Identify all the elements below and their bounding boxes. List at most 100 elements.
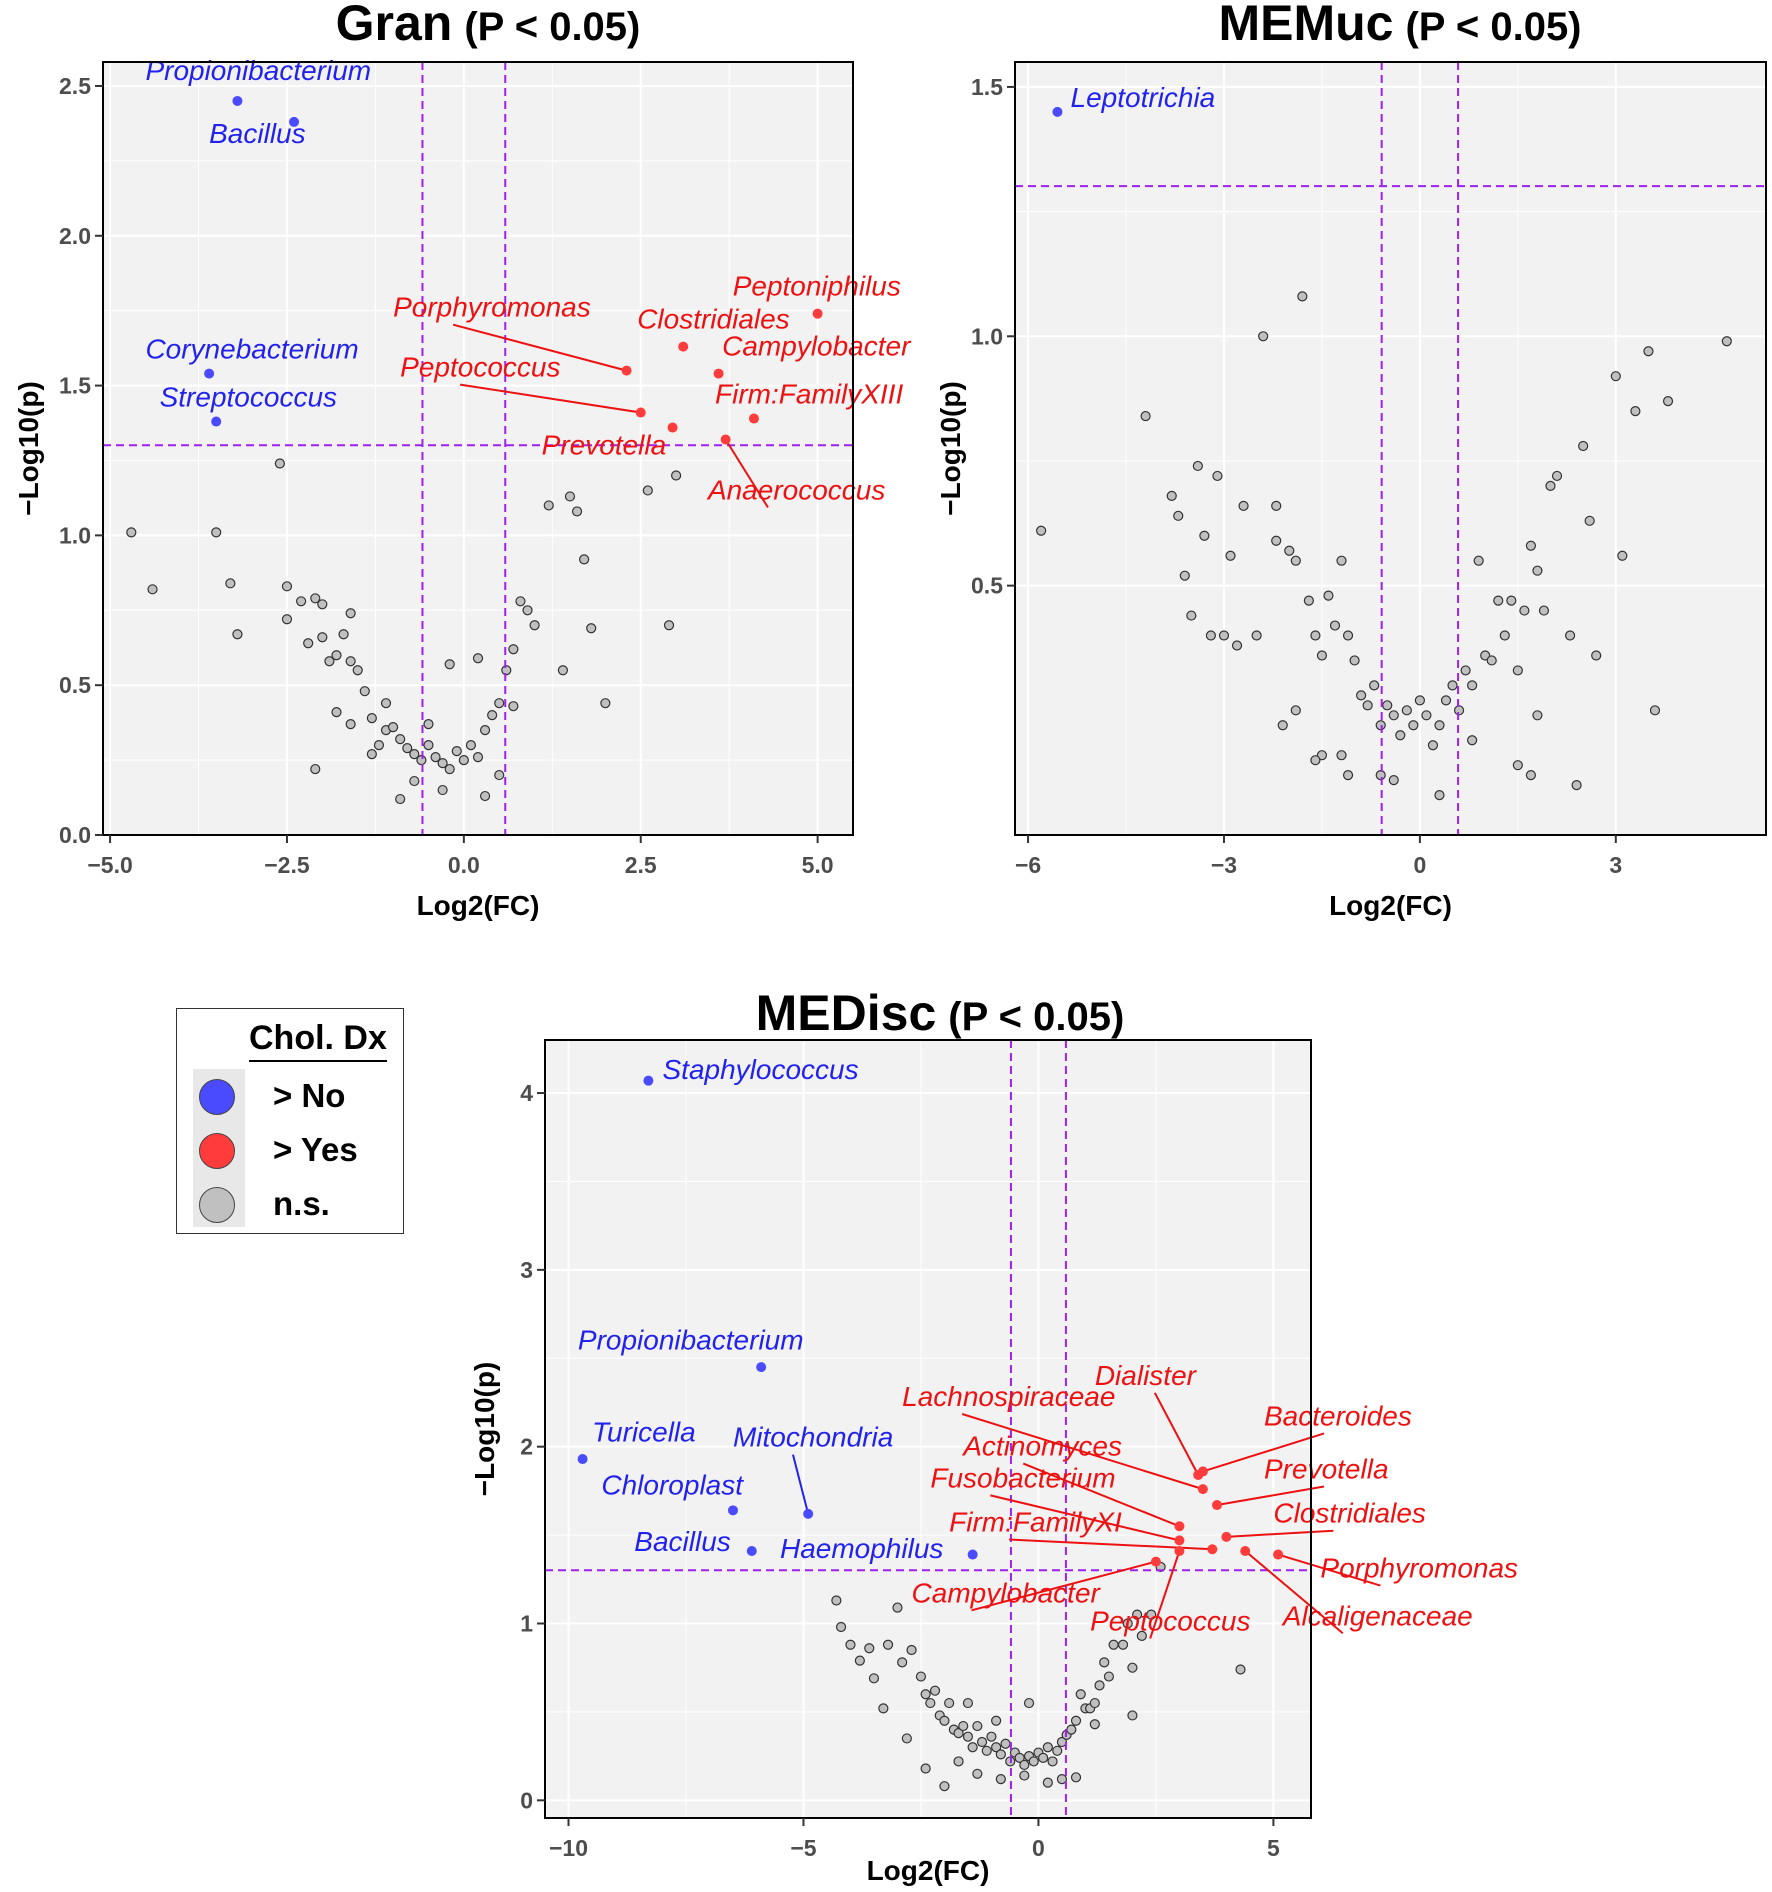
leader-line	[990, 1494, 1180, 1542]
data-label: Alcaligenaceae	[1281, 1600, 1473, 1631]
data-point-ns	[1369, 680, 1380, 691]
leader-line	[1226, 1529, 1334, 1538]
data-point-ns	[995, 1773, 1006, 1785]
data-point-ns	[831, 1595, 842, 1606]
x-tick-label: −10	[549, 1835, 588, 1861]
data-point-ns	[1427, 740, 1439, 751]
data-point-ns	[1023, 1697, 1035, 1709]
leader-line	[1022, 1462, 1180, 1528]
data-point-ns	[1342, 630, 1354, 641]
legend-item-yes: > Yes	[177, 1123, 405, 1177]
x-axis-label: Log2(FC)	[1329, 890, 1452, 921]
data-point-ns	[962, 1697, 974, 1709]
data-point-ns	[1617, 550, 1628, 561]
data-label: Peptococcus	[1090, 1606, 1250, 1637]
data-point-yes	[748, 413, 759, 424]
data-point-ns	[529, 620, 540, 631]
data-point-ns	[1323, 590, 1334, 601]
data-point-ns	[1290, 555, 1301, 566]
x-tick-label: 0	[1032, 1835, 1045, 1861]
data-point-ns	[1329, 620, 1341, 631]
data-point-ns	[211, 527, 222, 538]
x-tick-label: −5.0	[87, 852, 132, 878]
plot-frame	[1014, 61, 1767, 836]
data-point-yes	[621, 365, 632, 376]
data-point-ns	[1310, 755, 1321, 766]
chart-title-subtitle: (P < 0.05)	[464, 5, 640, 49]
data-point-ns	[1042, 1742, 1053, 1753]
chart-title-name: MEMuc	[1218, 0, 1393, 51]
legend: Chol. Dx > No > Yes n.s.	[176, 1008, 404, 1234]
data-point-ns	[1532, 565, 1543, 576]
data-point-ns	[331, 650, 342, 661]
data-point-ns	[472, 653, 484, 664]
data-point-ns	[1052, 1745, 1063, 1756]
leader-line	[1244, 1550, 1344, 1635]
plot-background	[545, 1040, 1311, 1818]
data-point-ns	[571, 506, 583, 517]
data-point-ns	[1336, 750, 1347, 761]
data-point-ns	[1186, 610, 1197, 621]
chart-title-name: Gran	[336, 0, 453, 51]
data-point-ns	[1136, 1630, 1147, 1641]
data-point-ns	[1235, 1664, 1246, 1675]
data-point-ns	[1251, 630, 1262, 641]
y-tick-label: 0.5	[59, 672, 91, 698]
data-point-ns	[1382, 700, 1393, 711]
data-point-ns	[1238, 500, 1249, 511]
data-point-no	[643, 1075, 654, 1086]
data-point-ns	[409, 775, 420, 787]
data-point-yes	[1212, 1500, 1223, 1511]
data-label: Corynebacterium	[145, 334, 358, 365]
data-point-ns	[1099, 1657, 1110, 1668]
data-point-ns	[1571, 780, 1582, 791]
y-tick-label: 1.5	[59, 373, 91, 399]
data-point-ns	[991, 1742, 1002, 1753]
data-point-ns	[1271, 500, 1282, 511]
data-point-ns	[395, 793, 406, 805]
data-point-ns	[995, 1749, 1006, 1760]
data-point-ns	[1231, 640, 1243, 651]
data-point-ns	[962, 1731, 974, 1742]
data-point-ns	[1127, 1710, 1138, 1721]
data-point-ns	[508, 701, 519, 712]
data-point-ns	[967, 1742, 978, 1753]
data-point-ns	[1564, 630, 1576, 641]
y-tick-label: 1.0	[59, 522, 91, 548]
data-label: Prevotella	[542, 429, 667, 460]
y-tick-label: 4	[520, 1080, 533, 1106]
data-point-yes	[1174, 1546, 1185, 1557]
data-point-yes	[713, 368, 724, 379]
data-point-no	[803, 1508, 814, 1519]
y-tick-label: 1.0	[971, 323, 1003, 349]
data-point-ns	[1493, 595, 1504, 606]
leader-line	[724, 438, 769, 508]
data-point-ns	[1447, 680, 1458, 691]
y-tick-label: 3	[520, 1257, 533, 1283]
plot-background	[103, 62, 853, 835]
data-point-ns	[1584, 515, 1595, 526]
data-point-ns	[1028, 1756, 1039, 1767]
data-point-ns	[1284, 545, 1295, 556]
data-point-ns	[1132, 1609, 1143, 1620]
data-point-yes	[1197, 1466, 1208, 1477]
data-point-yes	[1174, 1535, 1185, 1546]
data-point-ns	[380, 698, 392, 709]
x-axis-label: Log2(FC)	[417, 890, 540, 921]
data-point-ns	[543, 500, 554, 511]
data-point-ns	[1356, 690, 1367, 701]
data-point-ns	[1388, 710, 1399, 721]
data-point-ns	[1019, 1759, 1030, 1771]
data-point-ns	[1166, 490, 1177, 501]
data-point-ns	[1094, 1680, 1105, 1691]
x-tick-label: 5	[1267, 1835, 1280, 1861]
data-point-ns	[522, 605, 533, 616]
data-point-ns	[663, 620, 675, 631]
data-point-ns	[1192, 460, 1203, 472]
chart-title-subtitle: (P < 0.05)	[948, 995, 1124, 1039]
data-point-ns	[1401, 705, 1412, 716]
data-point-ns	[1056, 1736, 1068, 1748]
data-point-ns	[1414, 695, 1425, 706]
data-point-ns	[1271, 535, 1282, 546]
data-point-no	[204, 368, 215, 379]
